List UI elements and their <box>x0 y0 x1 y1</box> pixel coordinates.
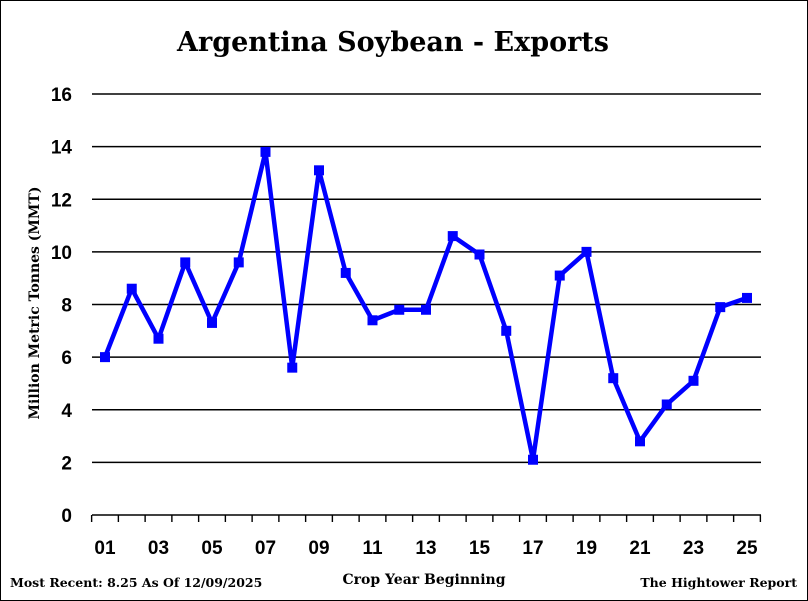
data-point <box>100 352 110 363</box>
y-tick-label: 2 <box>61 453 72 474</box>
data-point <box>260 146 271 157</box>
x-tick-label: 11 <box>362 538 383 559</box>
y-tick-label: 12 <box>51 190 72 211</box>
data-point <box>314 165 324 176</box>
y-tick-label: 14 <box>51 138 73 159</box>
data-point <box>581 246 592 257</box>
data-point <box>528 454 538 465</box>
data-point <box>340 267 351 278</box>
data-point <box>447 231 458 242</box>
x-tick-label: 19 <box>576 538 597 559</box>
data-point <box>688 375 699 386</box>
data-point <box>233 257 244 268</box>
footer-most-recent: Most Recent: 8.25 As Of 12/09/2025 <box>10 575 262 590</box>
x-tick-label: 07 <box>255 538 276 559</box>
y-tick-label: 10 <box>51 243 72 264</box>
x-axis-label: Crop Year Beginning <box>342 572 505 588</box>
data-point <box>394 304 405 315</box>
y-tick-label: 0 <box>61 506 72 527</box>
data-point <box>421 304 431 315</box>
data-point <box>554 270 565 281</box>
x-tick-label: 09 <box>308 538 329 559</box>
y-axis-label: Million Metric Tonnes (MMT) <box>27 187 43 420</box>
series-soybean-exports <box>100 146 752 465</box>
x-tick-label: 01 <box>94 538 116 559</box>
x-tick-label: 05 <box>201 538 223 559</box>
y-tick-label: 8 <box>61 296 72 317</box>
data-point <box>501 325 512 336</box>
data-point <box>608 373 619 384</box>
x-tick-label: 03 <box>148 538 169 559</box>
y-axis-ticks: 0 2 4 6 8 10 12 14 16 <box>51 85 73 527</box>
y-tick-label: 6 <box>61 348 72 369</box>
data-point <box>126 283 137 294</box>
x-axis <box>90 514 762 522</box>
data-point <box>635 436 645 447</box>
x-tick-label: 13 <box>415 538 436 559</box>
data-point <box>180 257 191 268</box>
data-point <box>661 399 672 410</box>
y-tick-label: 16 <box>51 85 72 106</box>
data-point <box>367 315 378 326</box>
data-point <box>742 292 752 303</box>
x-tick-label: 21 <box>629 538 651 559</box>
data-point <box>715 302 726 313</box>
x-tick-label: 15 <box>469 538 491 559</box>
x-axis-tick-labels: 01 03 05 07 09 11 13 15 17 19 21 23 25 <box>94 538 758 559</box>
x-tick-label: 17 <box>522 538 543 559</box>
y-tick-label: 4 <box>61 401 72 422</box>
data-point <box>153 333 164 344</box>
chart-title: Argentina Soybean - Exports <box>176 27 609 58</box>
data-point <box>287 362 298 373</box>
data-point <box>474 249 485 260</box>
data-point <box>207 317 217 328</box>
footer-source: The Hightower Report <box>640 575 797 590</box>
x-tick-label: 25 <box>736 538 758 559</box>
x-tick-label: 23 <box>683 538 704 559</box>
